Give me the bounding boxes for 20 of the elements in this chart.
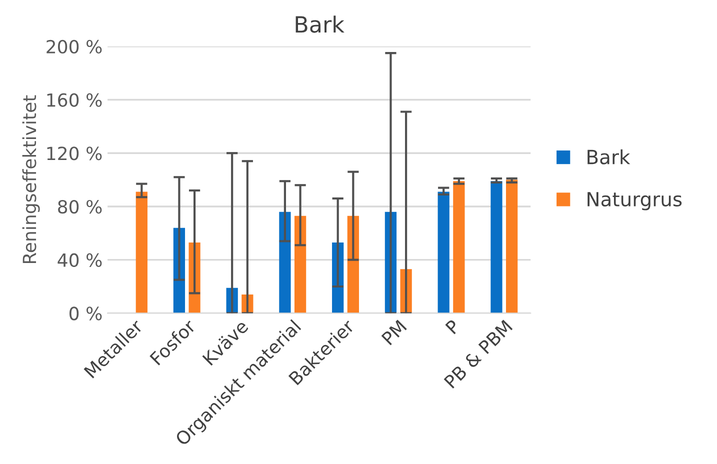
bar bbox=[438, 192, 450, 314]
y-tick-label: 80 % bbox=[58, 200, 102, 214]
bar bbox=[490, 181, 502, 314]
y-tick-label: 160 % bbox=[47, 93, 102, 107]
chart-title: Bark bbox=[296, 16, 344, 33]
x-tick-label: PM bbox=[381, 320, 407, 346]
y-tick-label: 0 % bbox=[70, 306, 102, 320]
bar bbox=[453, 181, 465, 314]
y-tick-label: 200 % bbox=[46, 40, 102, 54]
bar bbox=[347, 216, 359, 314]
bar bbox=[279, 212, 291, 314]
legend-label: Bark bbox=[588, 149, 630, 164]
legend-label: Naturgrus bbox=[588, 192, 682, 210]
y-tick-label: 40 % bbox=[58, 253, 102, 267]
bar bbox=[506, 180, 518, 314]
y-axis-title: Reningseffektivitet bbox=[22, 95, 40, 264]
y-tick-label: 120 % bbox=[47, 146, 102, 160]
x-tick-label: P bbox=[445, 318, 461, 334]
bar bbox=[136, 192, 148, 314]
bar bbox=[294, 216, 306, 314]
